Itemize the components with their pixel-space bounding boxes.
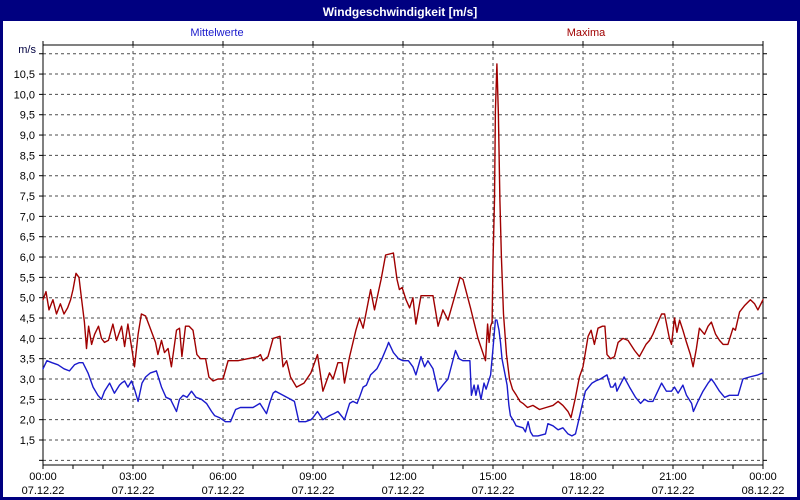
svg-text:07.12.22: 07.12.22 <box>382 485 425 497</box>
svg-text:07.12.22: 07.12.22 <box>22 485 65 497</box>
svg-text:07.12.22: 07.12.22 <box>112 485 155 497</box>
svg-text:10,0: 10,0 <box>14 89 35 101</box>
svg-text:12:00: 12:00 <box>389 471 417 483</box>
legend-label-mittelwerte: Mittelwerte <box>190 27 244 39</box>
svg-text:5,0: 5,0 <box>20 293 35 305</box>
svg-text:00:00: 00:00 <box>749 471 777 483</box>
svg-text:m/s: m/s <box>18 44 36 56</box>
svg-text:7,5: 7,5 <box>20 191 35 203</box>
svg-text:9,0: 9,0 <box>20 130 35 142</box>
svg-text:15:00: 15:00 <box>479 471 507 483</box>
series-maxima <box>42 63 764 419</box>
svg-text:7,0: 7,0 <box>20 211 35 223</box>
svg-text:07.12.22: 07.12.22 <box>202 485 245 497</box>
svg-text:07.12.22: 07.12.22 <box>472 485 515 497</box>
svg-text:03:00: 03:00 <box>119 471 147 483</box>
svg-text:4,5: 4,5 <box>20 313 35 325</box>
svg-text:00:00: 00:00 <box>29 471 57 483</box>
svg-text:09:00: 09:00 <box>299 471 327 483</box>
svg-text:2,0: 2,0 <box>20 415 35 427</box>
wind-speed-plot: 1,5 2,0 2,5 3,0 3,5 4,0 4,5 5,0 5,5 6,0 6,5 7,0 7,5 8… <box>14 41 785 497</box>
legend-label-maxima: Maxima <box>566 27 606 39</box>
svg-text:07.12.22: 07.12.22 <box>562 485 605 497</box>
svg-text:08.12.22: 08.12.22 <box>742 485 785 497</box>
svg-text:5,5: 5,5 <box>20 272 35 284</box>
svg-text:9,5: 9,5 <box>20 110 35 122</box>
svg-text:06:00: 06:00 <box>209 471 237 483</box>
svg-text:10,5: 10,5 <box>14 69 35 81</box>
chart-title-bar: Windgeschwindigkeit [m/s] <box>3 3 797 21</box>
svg-text:2,5: 2,5 <box>20 394 35 406</box>
svg-text:8,0: 8,0 <box>20 171 35 183</box>
svg-text:3,0: 3,0 <box>20 374 35 386</box>
svg-text:6,5: 6,5 <box>20 232 35 244</box>
svg-text:21:00: 21:00 <box>659 471 687 483</box>
svg-text:07.12.22: 07.12.22 <box>652 485 695 497</box>
svg-text:18:00: 18:00 <box>569 471 597 483</box>
svg-text:6,0: 6,0 <box>20 252 35 264</box>
svg-text:4,0: 4,0 <box>20 333 35 345</box>
svg-text:3,5: 3,5 <box>20 354 35 366</box>
svg-text:8,5: 8,5 <box>20 150 35 162</box>
series-mittelwerte <box>42 319 764 437</box>
svg-text:07.12.22: 07.12.22 <box>292 485 335 497</box>
svg-text:1,5: 1,5 <box>20 435 35 447</box>
